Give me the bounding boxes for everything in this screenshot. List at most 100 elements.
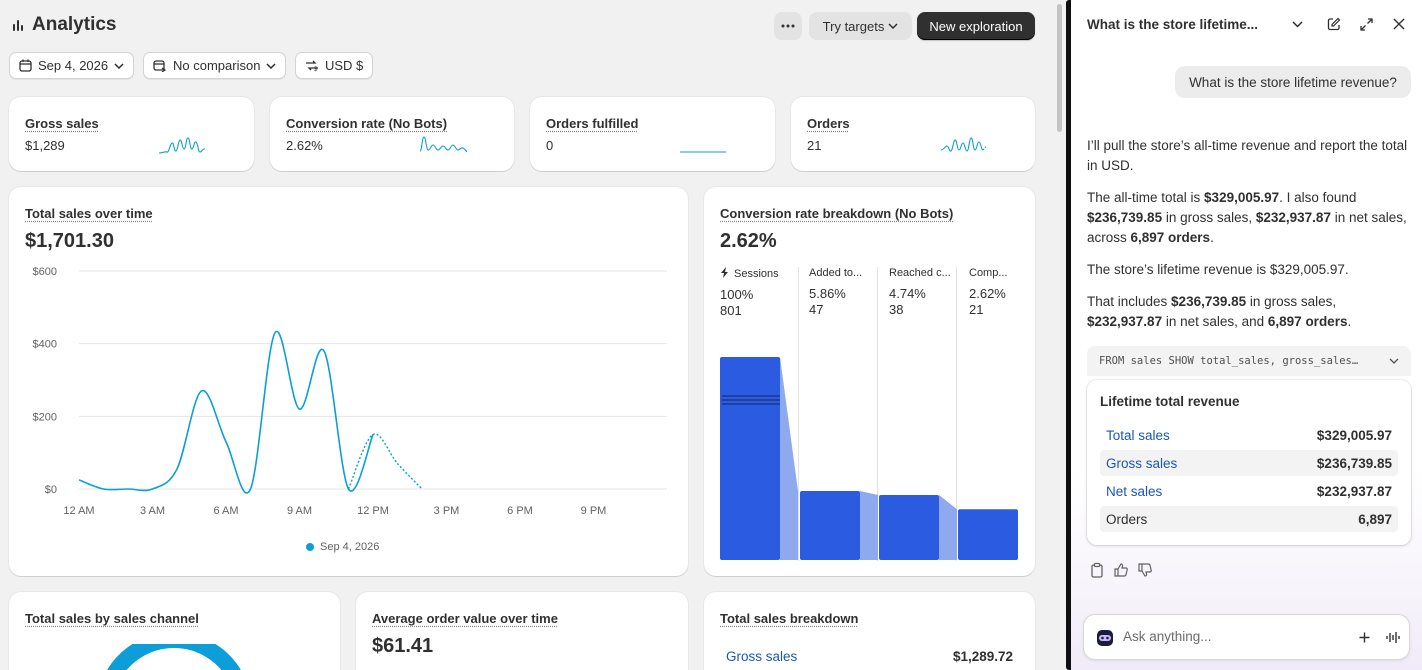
funnel-chart — [720, 357, 1018, 560]
sales-by-channel-card[interactable]: Total sales by sales channel — [9, 592, 340, 670]
page-title: Analytics — [12, 14, 116, 36]
x-tick-label: 12 AM — [63, 505, 94, 517]
result-row-value: $329,005.97 — [1316, 427, 1392, 443]
x-tick-label: 9 PM — [581, 505, 607, 517]
x-tick-label: 6 AM — [213, 505, 238, 517]
sparkline — [680, 151, 726, 153]
funnel-step-label: Added to... — [809, 267, 863, 279]
funnel-connector — [780, 357, 798, 560]
x-tick-label: 3 PM — [434, 505, 460, 517]
scrollbar-thumb[interactable] — [1057, 4, 1062, 132]
voice-icon[interactable] — [1386, 631, 1400, 644]
kpi-label: Conversion rate (No Bots) — [286, 116, 448, 131]
funnel-step-pct: 4.74% — [889, 286, 926, 301]
user-message: What is the store lifetime revenue? — [1175, 66, 1411, 98]
result-row-value: 6,897 — [1358, 511, 1392, 527]
chart-legend: Sep 4, 2026 — [306, 541, 379, 553]
result-row-value: $236,739.85 — [1316, 455, 1392, 471]
assistant-panel: What is the store lifetime... What is th… — [1071, 0, 1422, 670]
more-actions-button[interactable] — [774, 12, 802, 40]
date-filter-label: Sep 4, 2026 — [38, 58, 109, 73]
funnel-step-label: Reached c... — [889, 267, 951, 279]
query-toggle[interactable]: FROM sales SHOW total_sales, gross_sales… — [1087, 346, 1411, 376]
donut-chart — [107, 644, 241, 670]
result-row: Total sales $329,005.97 — [1100, 422, 1398, 448]
plus-icon[interactable] — [1359, 632, 1370, 643]
kpi-label: Gross sales — [25, 116, 99, 131]
aov-card[interactable]: Average order value over time $61.41 — [356, 592, 688, 670]
currency-filter[interactable]: $ USD $ — [295, 52, 374, 79]
funnel-step-pct: 100% — [720, 287, 754, 302]
chart-title: Average order value over time — [372, 611, 558, 626]
funnel-bar[interactable] — [800, 490, 860, 560]
result-row-label[interactable]: Net sales — [1106, 483, 1163, 499]
funnel-step-count: 21 — [969, 302, 984, 317]
page-title-text: Analytics — [32, 14, 117, 35]
result-table-card: Lifetime total revenue Total sales $329,… — [1087, 380, 1411, 545]
lightning-icon — [721, 267, 728, 278]
close-panel-button[interactable] — [1389, 14, 1409, 34]
divider — [956, 267, 957, 561]
panel-divider[interactable] — [1066, 0, 1071, 670]
kpi-card-orders[interactable]: Orders 21 — [791, 97, 1035, 171]
assistant-message: That includes $236,739.85 in gross sales… — [1087, 294, 1352, 329]
kpi-value: 2.62% — [286, 138, 323, 153]
breakdown-row-value: $1,289.72 — [952, 649, 1013, 664]
result-row: Net sales $232,937.87 — [1100, 478, 1398, 504]
chart-title: Conversion rate breakdown (No Bots) — [720, 206, 954, 221]
calendar-icon — [19, 59, 32, 72]
funnel-bar[interactable] — [720, 357, 780, 560]
x-tick-label: 6 PM — [507, 505, 533, 517]
assistant-message: The all-time total is $329,005.97. I als… — [1087, 190, 1407, 245]
funnel-bar[interactable] — [879, 495, 939, 560]
kpi-value: $1,289 — [25, 138, 65, 153]
funnel-step-count: 47 — [809, 302, 824, 317]
try-targets-button[interactable]: Try targets — [809, 12, 912, 40]
chevron-down-icon — [114, 62, 124, 69]
series-line-projected — [347, 433, 423, 490]
x-tick-label: 12 PM — [357, 505, 389, 517]
ask-placeholder: Ask anything... — [1123, 629, 1212, 644]
funnel-bar[interactable] — [958, 509, 1018, 560]
sparkline — [941, 137, 988, 152]
funnel-step-pct: 2.62% — [969, 286, 1006, 301]
currency-filter-label: USD $ — [325, 58, 364, 73]
result-row-label[interactable]: Gross sales — [1106, 455, 1178, 471]
main-scrollbar[interactable] — [1052, 0, 1068, 670]
ask-input[interactable]: Ask anything... — [1083, 614, 1410, 660]
total-sales-chart-card[interactable]: Total sales over time $1,701.30 $0 $200 $4… — [9, 187, 688, 576]
comparison-filter-label: No comparison — [173, 58, 261, 73]
thumbs-down-icon[interactable] — [1137, 562, 1153, 578]
result-row-label[interactable]: Total sales — [1106, 427, 1170, 443]
kpi-card-gross-sales[interactable]: Gross sales $1,289 — [9, 97, 254, 171]
funnel-step-count: 801 — [720, 303, 742, 318]
new-chat-button[interactable] — [1324, 14, 1344, 34]
chevron-down-icon — [1389, 358, 1399, 364]
expand-button[interactable] — [1356, 14, 1376, 34]
kpi-card-orders-fulfilled[interactable]: Orders fulfilled 0 — [530, 97, 775, 171]
conversion-value: 2.62% — [720, 230, 777, 252]
thumbs-up-icon[interactable] — [1113, 562, 1129, 578]
result-row: Orders 6,897 — [1100, 506, 1398, 532]
result-row: Gross sales $236,739.85 — [1100, 450, 1398, 476]
conversion-breakdown-card[interactable]: Conversion rate breakdown (No Bots) 2.62… — [704, 187, 1035, 576]
date-filter[interactable]: Sep 4, 2026 — [9, 52, 135, 79]
kpi-card-conversion-rate[interactable]: Conversion rate (No Bots) 2.62% — [270, 97, 514, 171]
y-tick-label: $600 — [33, 266, 57, 278]
currency-exchange-icon: $ — [306, 60, 318, 72]
copy-icon[interactable] — [1089, 562, 1105, 578]
result-title: Lifetime total revenue — [1100, 394, 1240, 409]
conversation-dropdown-button[interactable] — [1287, 14, 1307, 34]
analytics-icon — [13, 20, 23, 31]
legend-label: Sep 4, 2026 — [320, 541, 380, 553]
chart-title: Total sales breakdown — [720, 611, 859, 626]
comparison-filter[interactable]: No comparison — [143, 52, 287, 79]
try-targets-label: Try targets — [822, 18, 885, 34]
sales-breakdown-card[interactable]: Total sales breakdown Gross sales $1,289… — [704, 592, 1035, 670]
aov-value: $61.41 — [372, 635, 434, 657]
more-icon — [781, 24, 795, 28]
chart-title: Total sales by sales channel — [25, 611, 199, 626]
breakdown-row-label[interactable]: Gross sales — [726, 649, 798, 664]
new-exploration-button[interactable]: New exploration — [917, 12, 1035, 40]
sparkline — [159, 137, 206, 154]
